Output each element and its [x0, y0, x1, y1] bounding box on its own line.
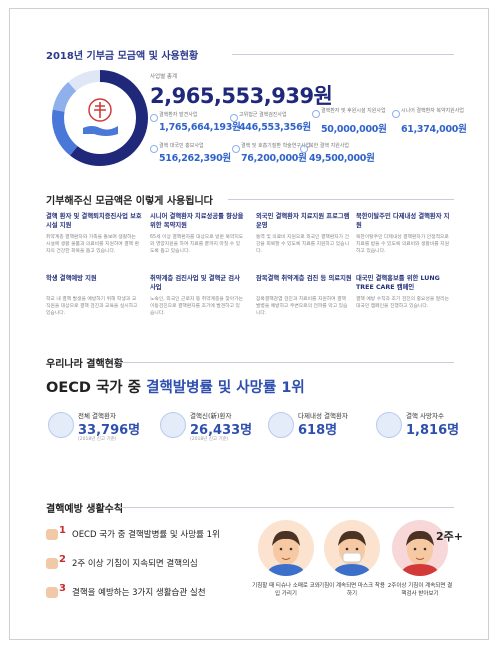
item-icon	[232, 145, 240, 153]
item-value: 50,000,000원	[321, 124, 387, 135]
stat-icon	[160, 412, 186, 438]
divider	[228, 199, 454, 200]
habit-caption: 기침할 때 티슈나 소매로 코와 입 가리기	[252, 583, 320, 597]
item-icon	[150, 114, 158, 122]
programs-title: 기부해주신 모금액은 이렇게 사용됩니다	[46, 196, 213, 207]
habit-caption: 2주이상 기침이 계속되면 결핵검사 받아보기	[387, 583, 453, 597]
rule-num: 3	[59, 583, 66, 594]
program-title: 결핵 환자 및 결핵퇴치증진사업 보호시설 지원	[46, 213, 142, 229]
rule-num: 2	[59, 554, 66, 565]
item-label: 북한 결핵 지원사업	[309, 143, 349, 149]
stat-note: (2018년 신고 기준)	[190, 437, 229, 442]
program-text: 학교 내 결핵 발생을 예방하기 위해 학생과 교직원을 대상으로 결핵 검진과…	[46, 297, 138, 317]
item-label: 고위험군 결핵검진사업	[239, 112, 287, 118]
rule-hand	[46, 587, 58, 598]
divider	[120, 507, 454, 508]
item-icon	[392, 110, 400, 118]
stat-note: (2018년 신고 기준)	[78, 437, 117, 442]
item-value: 1,765,664,193원	[159, 122, 241, 133]
stat-label: 전체 결핵환자	[78, 412, 116, 420]
usage-title: 2018년 기부금 모금액 및 사용현황	[46, 51, 199, 62]
program-text: 잠복결핵감염 검진과 치료비를 지원하여 결핵 발병을 예방하고 주변으로의 전…	[256, 297, 348, 317]
prevention-title: 결핵예방 생활수칙	[46, 504, 124, 515]
item-icon	[230, 114, 238, 122]
stat-label: 결핵신(新)환자	[190, 412, 232, 420]
total-value: 2,965,553,939원	[150, 84, 333, 108]
item-label: 결핵환자 발견사업	[159, 112, 198, 118]
headline-main: 결핵발병률 및 사망률 1위	[146, 380, 305, 396]
program-title: 외국인 결핵환자 치료지원 프로그램 운영	[256, 213, 350, 229]
badge: 2주+	[436, 530, 463, 543]
item-value: 76,200,000원	[241, 153, 307, 164]
habit-caption: 기침이 계속되면 마스크 착용하기	[319, 583, 385, 597]
program-title: 잠복결핵 취약계층 검진 등 의료지원	[256, 275, 352, 282]
stat-value: 26,433명	[190, 423, 253, 438]
stat-value: 33,796명	[78, 423, 141, 438]
item-icon	[312, 110, 320, 118]
program-text: 통역 및 의료비 지원으로 외국인 결핵환자가 건강을 회복할 수 있도록 치료…	[256, 235, 350, 255]
stat-icon	[48, 412, 74, 438]
item-value: 61,374,000원	[401, 124, 467, 135]
program-text: 65세 이상 결핵환자를 대상으로 방문 복약지도와 영양지원을 하여 치료를 …	[150, 235, 244, 255]
program-title: 시니어 결핵환자 치료성공률 향상을 위한 복약지원	[150, 213, 244, 229]
program-title: 학생 결핵예방 지원	[46, 275, 97, 282]
rule-text: 2주 이상 기침이 지속되면 결핵의심	[72, 559, 198, 569]
headline-prefix: OECD 국가 중	[46, 380, 142, 396]
divider	[232, 54, 454, 55]
program-text: 결핵 예방 수칙과 조기 검진의 중요성을 알리는 대국민 캠페인을 진행하고 …	[356, 297, 450, 310]
program-text: 취약계층 결핵환자와 가족을 돌보며 생활하는 시설에 생활 물품과 의료비를 …	[46, 235, 140, 255]
item-label: 결핵환자 및 후원시설 지원사업	[321, 108, 386, 114]
item-label: 결핵 및 호흡기질환 학술연구사업	[241, 143, 311, 149]
item-value: 516,262,390원	[159, 153, 231, 164]
item-icon	[150, 145, 158, 153]
item-label: 결핵 대국민 홍보사업	[159, 143, 204, 149]
stat-value: 618명	[298, 423, 338, 438]
divider	[118, 362, 454, 363]
item-label: 시니어 결핵환자 복약지원사업	[401, 108, 464, 114]
total-label: 사업별 총계	[150, 74, 178, 80]
stat-value: 1,816명	[406, 423, 460, 438]
frame	[9, 8, 489, 640]
rule-hand	[46, 558, 58, 569]
program-text: 북한이탈주민 다제내성 결핵환자가 안정적으로 치료를 받을 수 있도록 의료비…	[356, 235, 450, 255]
status-title: 우리나라 결핵현황	[46, 359, 124, 370]
program-title: 취약계층 검진사업 및 결핵균 검사 사업	[150, 275, 240, 291]
donut-graphic	[52, 70, 148, 166]
item-value: 446,553,356원	[239, 122, 311, 133]
headline: OECD 국가 중 결핵발병률 및 사망률 1위	[46, 376, 305, 397]
stat-label: 다제내성 결핵환자	[298, 412, 348, 420]
habit-illustration	[392, 520, 448, 576]
stat-label: 결핵 사망자수	[406, 412, 444, 420]
program-title: 북한이탈주민 다제내성 결핵환자 지원	[356, 213, 450, 229]
rule-num: 1	[59, 525, 66, 536]
rule-text: OECD 국가 중 결핵발병률 및 사망률 1위	[72, 530, 220, 540]
stat-icon	[268, 412, 294, 438]
stat-icon	[376, 412, 402, 438]
habit-illustration	[324, 520, 380, 576]
rule-hand	[46, 529, 58, 540]
habit-illustration	[258, 520, 314, 576]
rule-text: 결핵을 예방하는 3가지 생활습관 실천	[72, 588, 206, 598]
program-text: 노숙인, 외국인 근로자 등 취약계층을 찾아가는 이동검진으로 결핵환자를 조…	[150, 297, 244, 317]
program-title: 대국민 결핵홍보를 위한 LUNG TREE CARE 캠페인	[356, 275, 440, 291]
item-icon	[300, 145, 308, 153]
item-value: 49,500,000원	[309, 153, 375, 164]
